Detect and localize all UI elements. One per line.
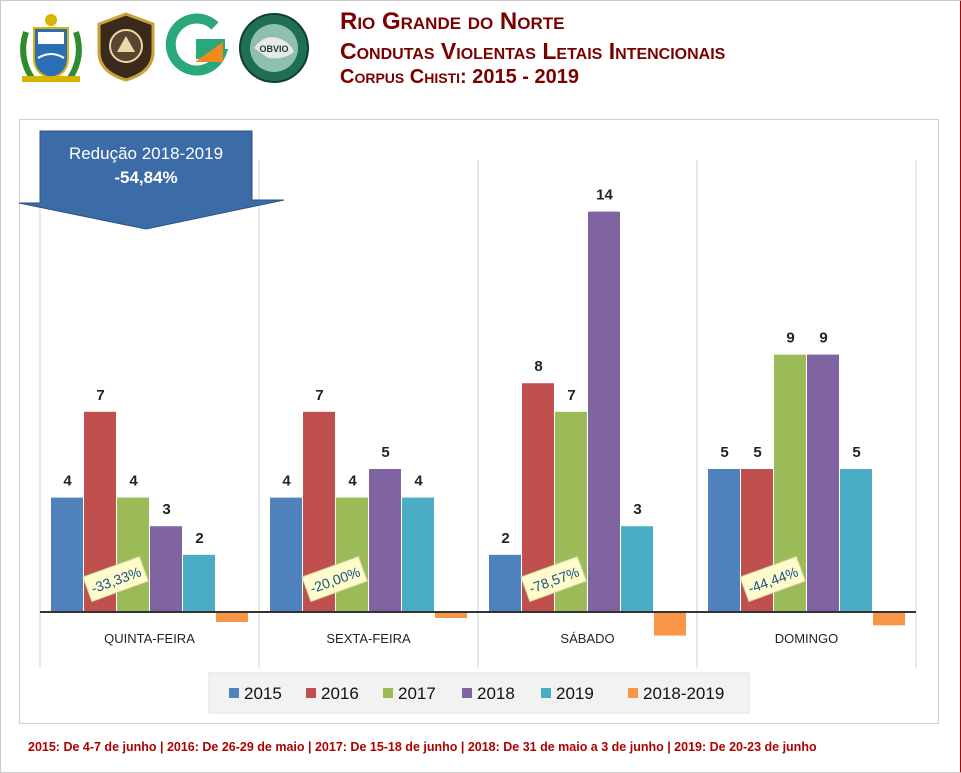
bar-variation-3 [873,612,905,626]
bar-2015-1 [270,497,302,612]
variation-box [520,555,587,603]
category-label: SÁBADO [560,631,614,646]
callout-label: Redução 2018-2019 [68,144,224,163]
bar-2018-1 [369,469,401,612]
category-label: SEXTA-FEIRA [326,631,411,646]
legend-swatch-2019 [541,688,551,698]
legend-swatch-2015 [229,688,239,698]
observatory-logo: OBVIO [239,13,309,83]
legend-swatch-2016 [306,688,316,698]
legend-swatch-2018 [462,688,472,698]
legend-label-2015: 2015 [244,684,282,703]
data-label: 9 [786,330,794,347]
callout-text: Redução 2018-2019 -54,84% [40,142,252,190]
legend-label-2019: 2019 [556,684,594,703]
legend-label-2018-2019: 2018-2019 [643,684,724,703]
data-label: 7 [315,387,323,404]
bar-2018-2 [588,211,620,612]
title-line-3: Corpus Chisti: 2015 - 2019 [340,66,579,88]
data-label: 4 [129,473,138,490]
bar-2018-3 [807,354,839,612]
title-line-2: Condutas Violentas Letais Intencionais [340,38,726,64]
data-label: 8 [534,358,542,375]
variation-box [739,555,806,603]
variation-box [301,555,368,603]
data-label: 4 [282,473,291,490]
legend-swatch-2017 [383,688,393,698]
bar-2017-1 [336,497,368,612]
legend-box [208,672,750,714]
bar-2015-0 [51,497,83,612]
bar-variation-2 [654,612,686,636]
data-label: 7 [96,387,104,404]
title-line-1: Rio Grande do Norte [340,8,565,35]
data-label: 2 [501,530,509,547]
bar-2018-0 [150,526,182,612]
data-label: 9 [819,330,827,347]
svg-text:OBVIO: OBVIO [259,44,288,54]
bar-2015-3 [708,469,740,612]
footnote: 2015: De 4-7 de junho | 2016: De 26-29 d… [28,740,817,754]
legend-swatch-2018-2019 [628,688,638,698]
bar-2015-2 [489,554,521,612]
data-label: 5 [720,444,728,461]
legend-label-2017: 2017 [398,684,436,703]
data-label: 5 [852,444,860,461]
data-label: 4 [63,473,72,490]
emblem-logo [165,13,229,76]
chart-frame [19,119,939,724]
data-label: 7 [567,387,575,404]
bar-2019-2 [621,526,653,612]
category-label: DOMINGO [775,631,839,646]
callout-value: -54,84% [114,168,178,187]
data-label: 5 [381,444,389,461]
variation-box [82,555,149,603]
bar-2017-0 [117,497,149,612]
police-badge-logo [97,12,155,82]
legend-label-2016: 2016 [321,684,359,703]
bar-2019-3 [840,469,872,612]
data-label: 3 [633,501,641,518]
legend-label-2018: 2018 [477,684,515,703]
coat-of-arms-logo [20,14,82,82]
callout-arrow [18,130,285,230]
data-label: 4 [348,473,357,490]
bar-variation-1 [435,612,467,618]
bar-variation-0 [216,612,248,622]
category-label: QUINTA-FEIRA [104,631,195,646]
bar-2019-0 [183,554,215,612]
data-label: 2 [195,530,203,547]
bar-2019-1 [402,497,434,612]
data-label: 5 [753,444,761,461]
data-label: 14 [596,187,613,204]
data-label: 3 [162,501,170,518]
data-label: 4 [414,473,423,490]
